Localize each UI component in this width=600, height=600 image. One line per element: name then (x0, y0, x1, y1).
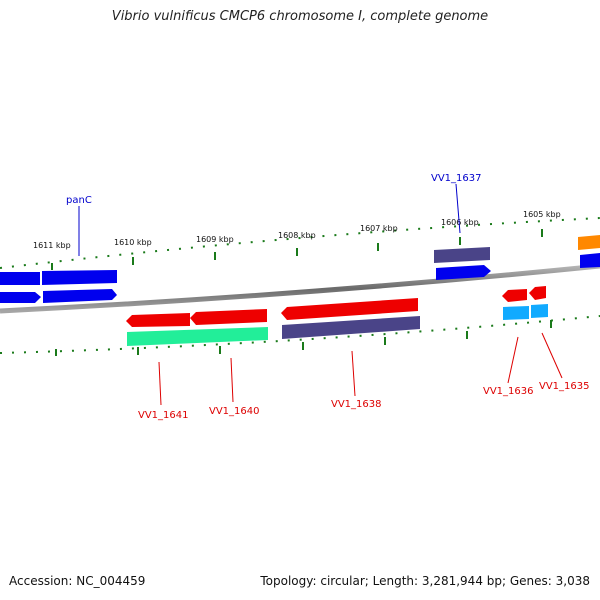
cds-VV1_1636[interactable] (502, 289, 527, 302)
kbp-label-1608: 1608 kbp (278, 231, 316, 240)
callout-lines (78, 183, 563, 406)
cds-slate-reverse[interactable] (282, 316, 420, 339)
accession-text: Accession: NC_004459 (9, 574, 146, 588)
cds-forward-3[interactable] (0, 292, 41, 303)
cds-forward-4[interactable] (43, 289, 117, 303)
cds-VV1_1635[interactable] (529, 286, 546, 300)
inner-major-ticks (55, 320, 552, 356)
topology-summary-text: Topology: circular; Length: 3,281,944 bp… (260, 574, 590, 588)
genome-backbone (0, 263, 600, 314)
kbp-label-1611: 1611 kbp (33, 241, 71, 250)
cds-forward-7[interactable] (578, 235, 600, 250)
cds-panC[interactable] (42, 270, 117, 285)
forward-cds-set (0, 235, 600, 303)
gene-label-panC[interactable]: panC (66, 195, 92, 206)
cds-VV1_1637[interactable] (434, 247, 490, 263)
gene-label-VV1_1637[interactable]: VV1_1637 (431, 173, 482, 184)
cds-cyan-2[interactable] (531, 304, 548, 318)
outer-tick-ring (0, 217, 600, 269)
gene-label-VV1_1636[interactable]: VV1_1636 (483, 386, 534, 397)
callout-line-VV1_1636 (507, 336, 519, 384)
gene-label-VV1_1635[interactable]: VV1_1635 (539, 381, 590, 392)
map-title: Vibrio vulnificus CMCP6 chromosome I, co… (111, 9, 489, 24)
gene-label-VV1_1638[interactable]: VV1_1638 (331, 399, 382, 410)
cds-cyan-1[interactable] (503, 306, 529, 320)
callout-line-VV1_1637 (455, 183, 461, 234)
cds-forward-1[interactable] (0, 272, 40, 285)
cds-VV1_1638[interactable] (281, 298, 418, 320)
gene-label-VV1_1641[interactable]: VV1_1641 (138, 410, 189, 421)
inner-tick-ring (0, 315, 600, 354)
cds-teal[interactable] (127, 327, 268, 346)
callout-line-VV1_1638 (351, 350, 356, 397)
kbp-label-1609: 1609 kbp (196, 235, 234, 244)
gene-label-VV1_1640[interactable]: VV1_1640 (209, 406, 260, 417)
kbp-label-1610: 1610 kbp (114, 238, 152, 247)
kbp-label-1606: 1606 kbp (441, 218, 479, 227)
cds-VV1_1640[interactable] (190, 309, 267, 325)
cds-forward-8[interactable] (580, 253, 600, 268)
outer-major-ticks (51, 229, 543, 270)
kbp-label-1607: 1607 kbp (360, 224, 398, 233)
callout-line-VV1_1635 (541, 332, 563, 379)
cds-forward-6[interactable] (436, 265, 491, 280)
kbp-label-1605: 1605 kbp (523, 210, 561, 219)
cds-VV1_1641[interactable] (126, 313, 190, 327)
callout-line-VV1_1640 (230, 357, 234, 403)
reverse-cds-set (126, 286, 548, 346)
callout-line-VV1_1641 (158, 361, 162, 406)
